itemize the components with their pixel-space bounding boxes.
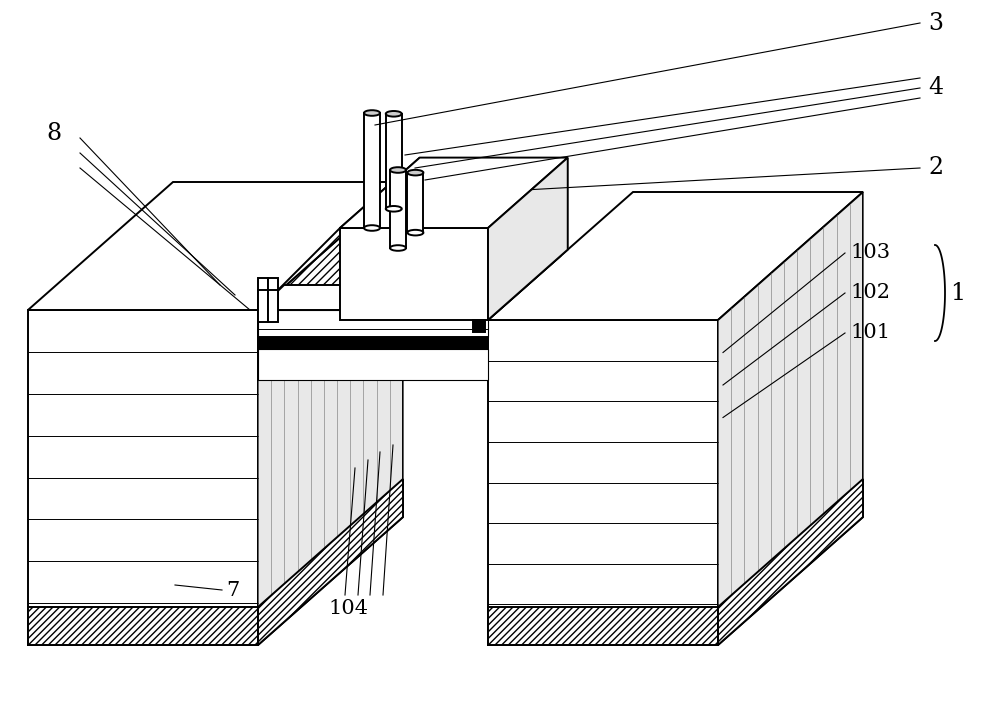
Polygon shape [28, 310, 258, 645]
Polygon shape [258, 349, 488, 380]
Polygon shape [268, 290, 278, 322]
Text: 102: 102 [850, 284, 890, 303]
Text: 8: 8 [47, 121, 62, 145]
Polygon shape [340, 158, 568, 228]
Polygon shape [258, 285, 514, 310]
Polygon shape [258, 310, 488, 336]
Polygon shape [718, 192, 863, 645]
Polygon shape [488, 158, 568, 320]
Polygon shape [258, 310, 488, 380]
Polygon shape [488, 246, 560, 320]
Polygon shape [364, 113, 380, 228]
Text: 101: 101 [850, 324, 890, 343]
Text: 104: 104 [328, 599, 368, 618]
Ellipse shape [364, 225, 380, 231]
Text: 3: 3 [928, 11, 943, 34]
Polygon shape [258, 246, 330, 310]
Polygon shape [488, 320, 718, 645]
Polygon shape [258, 182, 403, 310]
Ellipse shape [390, 245, 406, 251]
Polygon shape [268, 278, 278, 310]
Polygon shape [390, 170, 406, 248]
Polygon shape [488, 192, 863, 320]
Polygon shape [718, 479, 863, 645]
Ellipse shape [386, 111, 402, 117]
Polygon shape [258, 290, 268, 322]
Polygon shape [386, 114, 402, 208]
Text: 1: 1 [950, 282, 965, 305]
Polygon shape [258, 336, 488, 349]
Polygon shape [488, 607, 718, 645]
Polygon shape [473, 320, 485, 331]
Polygon shape [28, 607, 258, 645]
Ellipse shape [364, 110, 380, 116]
Polygon shape [407, 173, 423, 232]
Polygon shape [28, 182, 403, 310]
Ellipse shape [407, 170, 423, 176]
Polygon shape [258, 158, 420, 310]
Text: 103: 103 [850, 244, 890, 263]
Polygon shape [340, 228, 488, 320]
Ellipse shape [386, 206, 402, 211]
Polygon shape [258, 479, 403, 645]
Text: 2: 2 [928, 157, 943, 180]
Polygon shape [258, 182, 403, 645]
Ellipse shape [390, 167, 406, 173]
Text: 4: 4 [928, 77, 943, 100]
Ellipse shape [407, 230, 423, 235]
Polygon shape [258, 278, 268, 310]
Text: 7: 7 [226, 581, 239, 600]
